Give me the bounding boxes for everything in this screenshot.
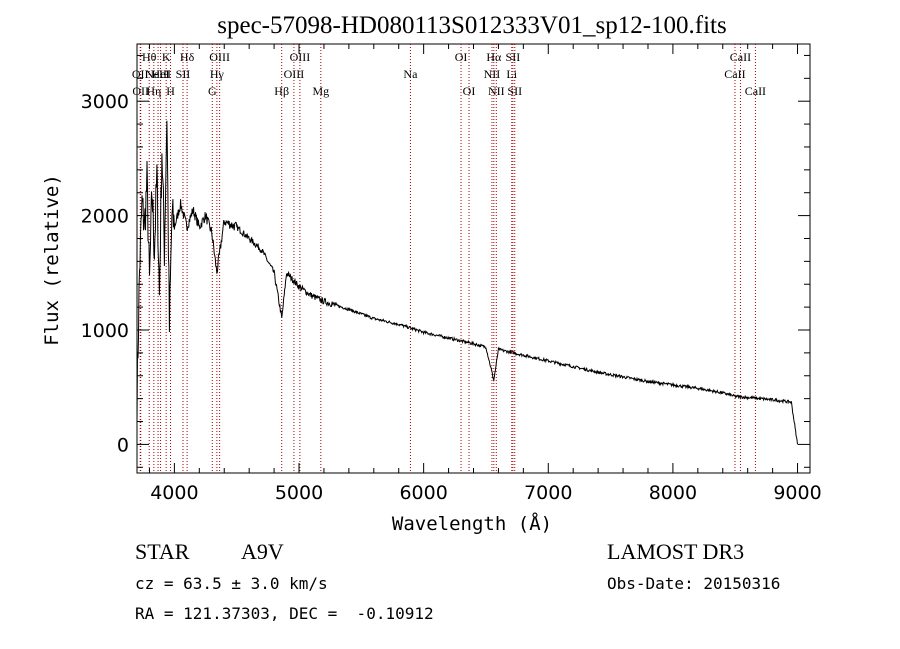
y-tick-label-0: 0 <box>117 434 129 456</box>
y-tick-label-3: 3000 <box>81 91 129 113</box>
line-label-13: Hβ <box>274 84 289 98</box>
x-tick-label-4: 8000 <box>649 482 697 504</box>
redshift-value: cz = 63.5 ± 3.0 km/s <box>135 574 328 593</box>
line-label-16: Mg <box>312 84 329 98</box>
spectral-line-markers <box>139 44 756 473</box>
y-axis-ticks: 0 1000 2000 3000 <box>81 54 810 468</box>
spectral-line-labels: OIIOIIHθHηNeIIIHeIKHSIIHδGHγOIIIHβOIIIOI… <box>132 50 766 98</box>
line-label-6: K <box>162 50 171 64</box>
plot-frame <box>136 43 811 474</box>
line-label-12: OIII <box>209 50 230 64</box>
line-label-23: Li <box>506 67 517 81</box>
line-label-26: CaII <box>724 67 745 81</box>
line-label-3: Hη <box>146 84 161 98</box>
chart-title: spec-57098-HD080113S012333V01_sp12-100.f… <box>217 12 726 39</box>
line-label-27: CaII <box>730 50 751 64</box>
line-label-28: CaII <box>745 84 766 98</box>
x-tick-label-5: 9000 <box>773 482 821 504</box>
line-label-11: Hγ <box>210 67 225 81</box>
line-label-20: NII <box>484 67 501 81</box>
line-label-18: OI <box>455 50 468 64</box>
line-label-15: OIII <box>290 50 311 64</box>
line-label-2: Hθ <box>142 50 157 64</box>
x-tick-label-3: 7000 <box>524 482 572 504</box>
x-axis-label: Wavelength (Å) <box>392 512 552 535</box>
line-label-24: SII <box>506 50 521 64</box>
object-class: STAR <box>135 539 190 564</box>
line-label-9: Hδ <box>180 50 195 64</box>
survey-name: LAMOST DR3 <box>607 539 744 564</box>
line-label-5: HeI <box>152 67 170 81</box>
line-label-0: OII <box>132 67 149 81</box>
y-tick-label-2: 2000 <box>81 206 129 228</box>
spectrum-series-line <box>136 120 798 445</box>
y-axis-label: Flux (relative) <box>41 174 63 346</box>
line-label-4: NeIII <box>145 67 171 81</box>
x-tick-label-2: 6000 <box>399 482 447 504</box>
coordinates: RA = 121.37303, DEC = -0.10912 <box>135 604 434 623</box>
x-tick-label-1: 5000 <box>275 482 323 504</box>
line-label-22: NII <box>488 84 505 98</box>
line-label-8: SII <box>176 67 191 81</box>
line-label-14: OIII <box>284 67 305 81</box>
line-label-25: SII <box>507 84 522 98</box>
line-label-10: G <box>208 84 217 98</box>
obs-date: Obs-Date: 20150316 <box>607 574 780 593</box>
object-subclass: A9V <box>241 539 284 564</box>
line-label-1: OII <box>132 84 149 98</box>
y-tick-label-1: 1000 <box>81 320 129 342</box>
x-tick-label-0: 4000 <box>150 482 198 504</box>
x-axis-ticks: 4000 5000 6000 7000 8000 9000 <box>148 44 822 504</box>
line-label-21: Hα <box>486 50 502 64</box>
line-label-19: OI <box>463 84 476 98</box>
line-label-17: Na <box>403 67 418 81</box>
line-label-7: H <box>166 84 175 98</box>
